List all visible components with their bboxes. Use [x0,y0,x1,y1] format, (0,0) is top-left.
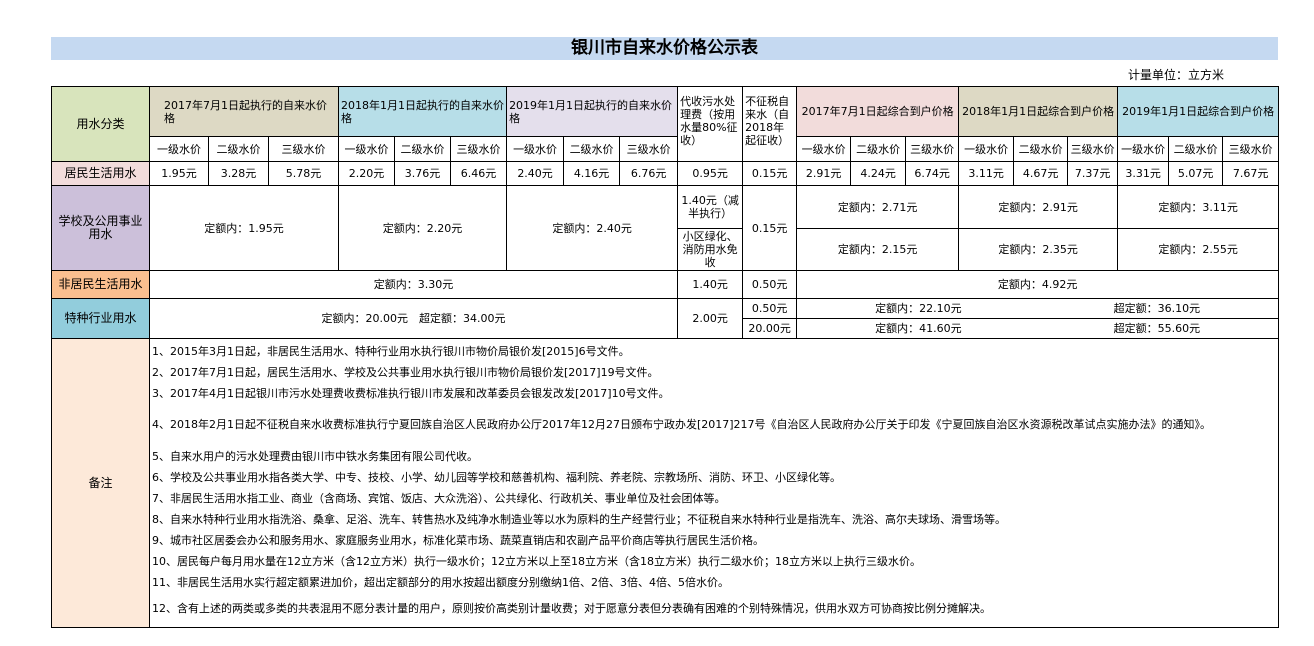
nonresident-supply: 定额内：3.30元 [148,270,679,299]
resident-integrated-price: 7.67元 [1222,161,1280,186]
resident-supply-price: 2.20元 [338,161,396,186]
notax-header: 不征税自来水（自2018年起征收） [742,86,798,162]
tier-header: 三级水价 [619,136,679,162]
note-item: 6、学校及公共事业用水指各类大学、中专、技校、小学、幼儿园等学校和慈善机构、福利… [152,471,841,484]
school-integrated-2017-a: 定额内：2.71元 [796,185,960,229]
nonresident-notax: 0.50元 [742,270,798,299]
resident-supply-price: 4.16元 [563,161,621,186]
resident-integrated-price: 4.67元 [1013,161,1069,186]
resident-sewage: 0.95元 [677,161,744,186]
school-sewage-exempt: 小区绿化、消防用水免收 [677,228,744,271]
resident-supply-price: 1.95元 [149,161,209,186]
resident-supply-price: 3.76元 [394,161,452,186]
tier-header: 一级水价 [958,136,1015,162]
nonresident-integrated: 定额内：4.92元 [796,270,1280,299]
note-item: 7、非居民生活用水指工业、商业（含商场、宾馆、饭店、大众洗浴）、公共绿化、行政机… [152,492,726,505]
note-item: 12、含有上述的两类或多类的共表混用不愿分表计量的用户，原则按价高类别计量收费；… [152,602,991,615]
tier-header: 一级水价 [1117,136,1170,162]
school-supply-2018: 定额内：2.20元 [338,185,508,271]
tier-header: 一级水价 [796,136,852,162]
tier-header: 二级水价 [1013,136,1069,162]
special-sewage: 2.00元 [677,298,744,339]
price-table: 用水分类 2017年7月1日起执行的自来水价格 2018年1月1日起执行的自来水… [51,86,1280,628]
school-supply-2017: 定额内：1.95元 [148,185,340,271]
resident-integrated-price: 2.91元 [796,161,852,186]
school-integrated-2019-b: 定额内：2.55元 [1117,228,1280,271]
resident-supply-price: 6.76元 [619,161,679,186]
notes-list: 1、2015年3月1日起，非居民生活用水、特种行业用水执行银川市物价局银价发[2… [148,338,1280,628]
school-supply-2019: 定额内：2.40元 [506,185,679,271]
nonresident-sewage: 1.40元 [677,270,744,299]
integrated-2019-header: 2019年1月1日起综合到户价格 [1117,86,1280,137]
note-item: 4、2018年2月1日起不征税自来水收费标准执行宁夏回族自治区人民政府办公厅20… [152,418,1212,431]
resident-integrated-price: 3.11元 [958,161,1015,186]
tier-header: 二级水价 [850,136,907,162]
tier-header: 二级水价 [1168,136,1224,162]
supply-2019-header: 2019年1月1日起执行的自来水价格 [506,86,679,137]
row-label-nonresident: 非居民生活用水 [51,270,150,299]
tier-header: 三级水价 [905,136,960,162]
tier-header: 三级水价 [1222,136,1280,162]
sewage-header: 代收污水处理费（按用水量80%征收） [677,86,744,162]
tier-header: 二级水价 [208,136,269,162]
special-notax-b: 20.00元 [742,318,798,339]
note-item: 2、2017年7月1日起，居民生活用水、学校及公共事业用水执行银川市物价局银价发… [152,366,659,379]
school-sewage: 1.40元（减半执行） [677,185,744,229]
resident-notax: 0.15元 [742,161,798,186]
tier-header: 三级水价 [450,136,508,162]
resident-integrated-price: 5.07元 [1168,161,1224,186]
special-integrated-a-over: 超定额：36.10元 [1113,302,1201,315]
school-integrated-2018-b: 定额内：2.35元 [958,228,1119,271]
school-integrated-2019-a: 定额内：3.11元 [1117,185,1280,229]
school-notax: 0.15元 [742,185,798,271]
note-item: 1、2015年3月1日起，非居民生活用水、特种行业用水执行银川市物价局银价发[2… [152,345,630,358]
notes-label: 备注 [51,338,150,628]
integrated-2017-header: 2017年7月1日起综合到户价格 [796,86,960,137]
special-integrated-a-quota: 定额内：22.10元 [875,302,962,315]
resident-integrated-price: 3.31元 [1117,161,1170,186]
note-item: 5、自来水用户的污水处理费由银川市中铁水务集团有限公司代收。 [152,450,478,463]
row-label-school: 学校及公用事业用水 [51,185,150,271]
tier-header: 一级水价 [506,136,565,162]
note-item: 11、非居民生活用水实行超定额累进加价，超出定额部分的用水按超出额度分别缴纳1倍… [152,576,729,589]
tier-header: 二级水价 [563,136,621,162]
special-integrated-b-over: 超定额：55.60元 [1113,322,1201,335]
note-item: 9、城市社区居委会办公和服务用水、家庭服务业用水，标准化菜市场、蔬菜直销店和农副… [152,534,764,547]
row-label-resident: 居民生活用水 [51,161,150,186]
school-integrated-2017-b: 定额内：2.15元 [796,228,960,271]
special-notax-a: 0.50元 [742,298,798,319]
note-item: 8、自来水特种行业用水指洗浴、桑拿、足浴、洗车、转售热水及纯净水制造业等以水为原… [152,513,1006,526]
resident-supply-price: 3.28元 [208,161,269,186]
row-label-special: 特种行业用水 [51,298,150,339]
supply-2017-header: 2017年7月1日起执行的自来水价格 [148,86,340,137]
tier-header: 一级水价 [338,136,396,162]
resident-integrated-price: 6.74元 [905,161,960,186]
tier-header: 一级水价 [149,136,209,162]
resident-supply-price: 6.46元 [450,161,508,186]
school-integrated-2018-a: 定额内：2.91元 [958,185,1119,229]
unit-label: 计量单位：立方米 [1128,68,1225,82]
note-item: 10、居民每户每月用水量在12立方米（含12立方米）执行一级水价；12立方米以上… [152,555,921,568]
category-header: 用水分类 [51,86,150,162]
resident-integrated-price: 4.24元 [850,161,907,186]
tier-header: 三级水价 [1067,136,1119,162]
supply-2018-header: 2018年1月1日起执行的自来水价格 [338,86,508,137]
tier-header: 三级水价 [267,136,340,162]
special-supply: 定额内：20.00元 超定额：34.00元 [148,298,679,339]
tier-header: 二级水价 [394,136,452,162]
page-title: 银川市自来水价格公示表 [51,37,1278,60]
resident-supply-price: 2.40元 [506,161,565,186]
resident-supply-price: 5.78元 [267,161,340,186]
special-integrated-b-quota: 定额内：41.60元 [875,322,962,335]
integrated-2018-header: 2018年1月1日起综合到户价格 [958,86,1119,137]
note-item: 3、2017年4月1日起银川市污水处理费收费标准执行银川市发展和改革委员会银发改… [152,387,670,400]
resident-integrated-price: 7.37元 [1067,161,1119,186]
